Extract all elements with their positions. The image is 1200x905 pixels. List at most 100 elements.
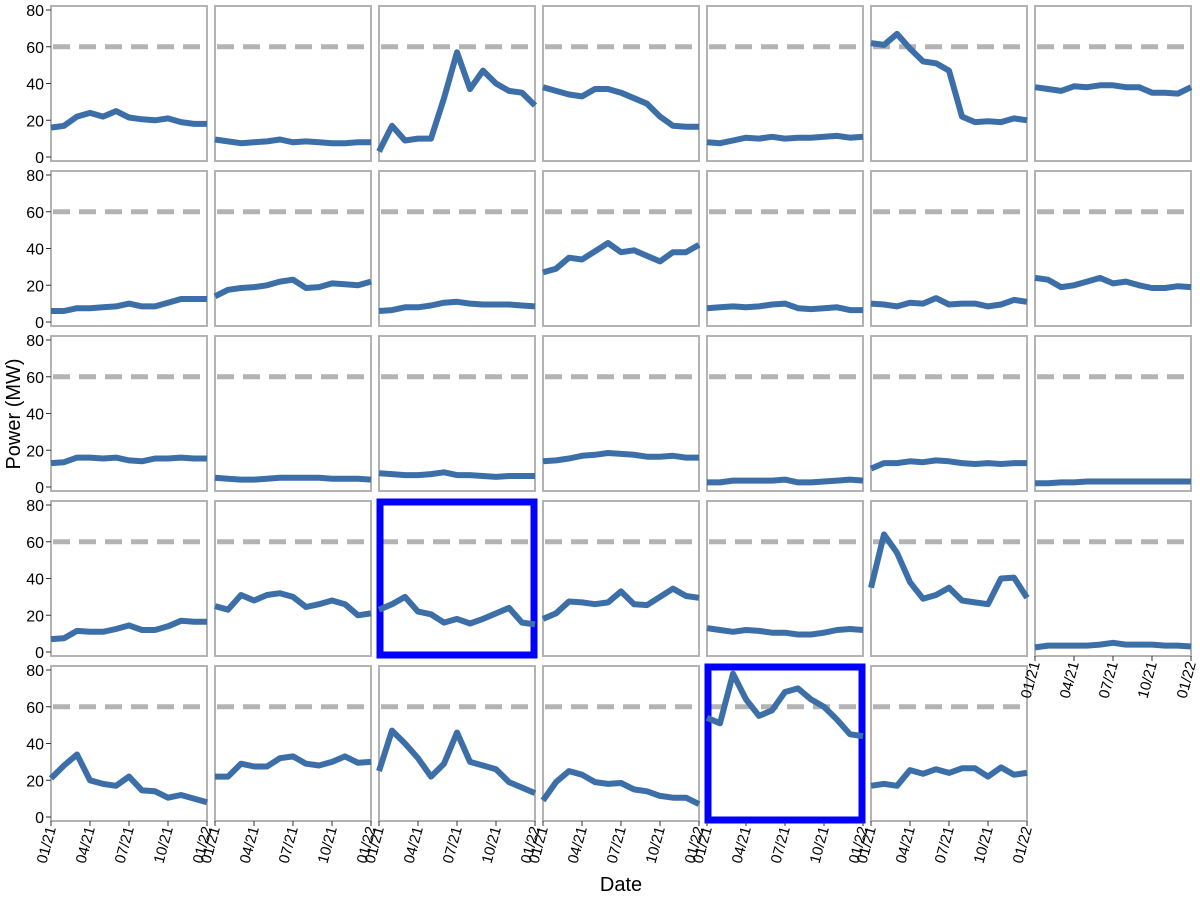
series-line [1035, 478, 1191, 487]
x-axis-label: Date [600, 874, 642, 896]
series-line [1034, 274, 1192, 291]
series-line [1034, 82, 1193, 97]
panel-28 [1034, 500, 1192, 657]
panel-20 [869, 335, 1028, 492]
y-tick-label: 40 [26, 242, 44, 259]
panel-border [542, 335, 700, 492]
x-tick-label: 07/21 [276, 825, 302, 866]
panel-11 [542, 170, 701, 327]
series-line [706, 625, 864, 638]
panel-border [870, 170, 1028, 327]
panel-33 [704, 663, 866, 824]
panel-8 [50, 170, 208, 327]
series-line [869, 457, 1027, 472]
panel-border [870, 665, 1028, 822]
series-line [50, 454, 207, 467]
panel-border [706, 170, 864, 327]
panel-22 [50, 500, 208, 657]
panel-border [706, 335, 864, 492]
panel-border [542, 170, 700, 327]
y-tick-label: 20 [26, 278, 44, 295]
panel-border [542, 5, 700, 162]
series-line [868, 531, 1030, 608]
panel-border [214, 500, 372, 657]
panel-border [870, 5, 1028, 162]
panel-27 [868, 500, 1030, 657]
x-tick-label: 04/21 [1057, 660, 1083, 701]
x-tick-label: 01/22 [1174, 660, 1200, 701]
panel-18 [542, 335, 700, 492]
y-tick-label: 20 [26, 443, 44, 460]
panel-19 [706, 335, 864, 492]
y-tick-label: 40 [26, 572, 44, 589]
series-line [542, 84, 699, 130]
panel-25 [541, 500, 700, 657]
x-tick-label: 07/21 [768, 825, 794, 866]
panel-1 [50, 5, 208, 162]
y-tick-label: 40 [26, 737, 44, 754]
x-tick-label: 04/21 [237, 825, 263, 866]
series-line [48, 751, 208, 806]
series-line [870, 30, 1028, 126]
x-tick-label: 07/21 [604, 825, 630, 866]
panels-layer [48, 5, 1193, 824]
panel-border [378, 335, 536, 492]
x-tick-label: 10/21 [1135, 660, 1161, 701]
panel-2 [214, 5, 372, 162]
y-tick-label: 80 [26, 498, 44, 515]
panel-10 [378, 170, 536, 327]
panel-border [50, 5, 208, 162]
panel-border [214, 5, 372, 162]
series-line [214, 136, 371, 147]
series-line [378, 298, 536, 314]
x-tick-label: 10/21 [315, 825, 341, 866]
panel-border [542, 500, 700, 657]
x-tick-label: 01/21 [34, 825, 60, 866]
series-line [870, 295, 1028, 310]
y-tick-label: 0 [35, 645, 44, 662]
series-line [50, 617, 207, 643]
panel-4 [542, 5, 700, 162]
series-line [50, 108, 207, 131]
highlight-frame [376, 498, 538, 659]
panel-border [378, 500, 536, 657]
panel-3 [376, 5, 538, 162]
y-tick-label: 20 [26, 773, 44, 790]
series-line [706, 132, 864, 147]
y-tick-label: 60 [26, 40, 44, 57]
panel-26 [706, 500, 864, 657]
panel-border [214, 665, 372, 822]
x-tick-label: 07/21 [112, 825, 138, 866]
series-line [542, 240, 701, 276]
series-line [542, 450, 699, 465]
series-line [51, 296, 207, 314]
panel-9 [213, 170, 372, 327]
y-tick-label: 0 [35, 810, 44, 827]
series-line [214, 590, 372, 619]
panel-23 [214, 500, 372, 657]
y-tick-label: 40 [26, 407, 44, 424]
panel-6 [870, 5, 1028, 162]
panel-14 [1034, 170, 1192, 327]
panel-border [1034, 335, 1192, 492]
panel-5 [706, 5, 864, 162]
series-line [214, 474, 372, 483]
panel-13 [870, 170, 1028, 327]
x-tick-label: 10/21 [643, 825, 669, 866]
panel-7 [1034, 5, 1193, 162]
x-tick-label: 10/21 [807, 825, 833, 866]
x-tick-label: 10/21 [151, 825, 177, 866]
panel-34 [870, 665, 1028, 822]
highlight-frame [704, 663, 866, 824]
panel-15 [50, 335, 208, 492]
y-tick-label: 60 [26, 700, 44, 717]
panel-24 [376, 498, 538, 659]
panel-32 [540, 665, 701, 822]
x-tick-label: 10/21 [479, 825, 505, 866]
panel-29 [48, 665, 208, 822]
panel-border [214, 170, 372, 327]
y-tick-label: 80 [26, 168, 44, 185]
x-tick-label: 07/21 [440, 825, 466, 866]
